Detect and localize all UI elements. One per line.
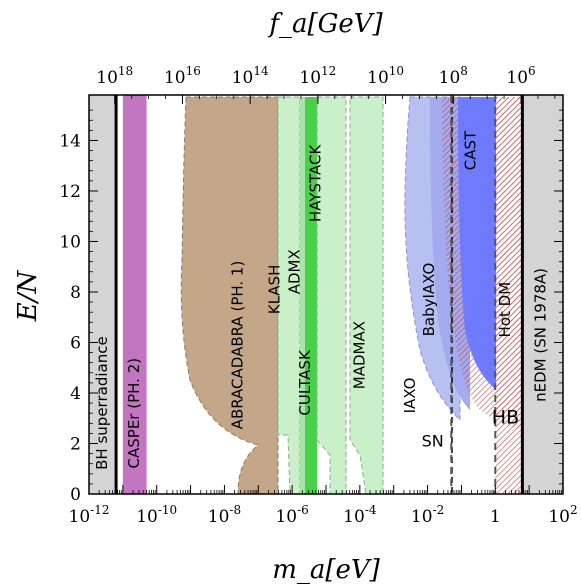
label-4: ADMX — [285, 249, 303, 294]
y-tick-label-7: 14 — [59, 131, 81, 151]
x-ticks: 10-12 10-10 10-8 10-6 10-4 10-2 1 102 — [69, 485, 578, 527]
x-axis-title: m_a[eV] — [272, 555, 380, 585]
klash-region — [277, 96, 301, 494]
labels-layer: BH superradiance CASPEr (PH. 2) ABRACADABR… — [93, 130, 549, 470]
label-8: IAXO — [401, 378, 419, 414]
cast-region — [458, 97, 496, 390]
x-tick-label-1: 10-10 — [136, 503, 177, 527]
y-axis-title: E/N — [13, 270, 43, 323]
x-tick-label-4: 10-4 — [343, 503, 377, 527]
x-tick-label-5: 10-2 — [411, 503, 444, 527]
top-tick-label-4: 1010 — [367, 64, 404, 88]
top-tick-label-3: 1012 — [299, 64, 336, 88]
y-tick-label-5: 10 — [59, 232, 81, 252]
y-tick-label-4: 8 — [70, 283, 81, 303]
label-14: HB — [492, 407, 519, 429]
plot-area — [89, 95, 563, 494]
x-tick-label-0: 10-12 — [69, 503, 110, 527]
label-6: CULTASK — [296, 349, 314, 416]
y-tick-label-6: 12 — [59, 182, 81, 202]
madmax-region — [349, 96, 384, 494]
top-tick-label-5: 108 — [439, 64, 468, 88]
bands-layer — [89, 95, 563, 494]
haystack-region — [316, 96, 347, 494]
top-tick-label-0: 1018 — [96, 64, 133, 88]
y-tick-label-3: 6 — [70, 333, 81, 353]
top-tick-label-1: 1016 — [164, 64, 201, 88]
y-tick-label-1: 2 — [70, 434, 81, 454]
hot-dm-region — [495, 97, 522, 493]
x-tick-label-2: 10-8 — [208, 503, 241, 527]
y-ticks: 0 2 4 6 8 10 12 14 — [59, 109, 563, 505]
band-2 — [522, 95, 563, 494]
admx-edge — [300, 97, 305, 494]
label-11: Hot DM — [496, 282, 514, 338]
x-tick-label-6: 1 — [490, 507, 501, 527]
top-tick-label-6: 106 — [506, 64, 535, 88]
label-9: BabyIAXO — [420, 263, 438, 337]
top-ticks: 1018 1016 1014 1012 1010 108 106 — [96, 64, 556, 104]
top-tick-label-2: 1014 — [232, 64, 269, 88]
abracadabra-region — [180, 96, 279, 494]
label-12: nEDM (SN 1978A) — [531, 268, 549, 402]
band-0 — [89, 95, 117, 494]
label-3: KLASH — [266, 265, 284, 315]
label-7: MADMAX — [350, 321, 368, 389]
label-1: CASPEr (PH. 2) — [125, 358, 143, 469]
label-2: ABRACADABRA (PH. 1) — [228, 261, 246, 430]
label-13: SN — [422, 432, 444, 451]
x-tick-label-7: 102 — [548, 503, 577, 527]
band-1 — [122, 95, 147, 494]
label-10: CAST — [461, 130, 479, 170]
lines-layer — [114, 95, 524, 494]
y-tick-label-0: 0 — [70, 485, 81, 505]
top-axis-title: f_a[GeV] — [267, 9, 383, 39]
x-tick-label-3: 10-6 — [275, 503, 308, 527]
y-tick-label-2: 4 — [70, 384, 81, 404]
admx-region — [305, 97, 317, 494]
label-5: HAYSTACK — [306, 144, 324, 223]
label-0: BH superradiance — [93, 336, 111, 470]
